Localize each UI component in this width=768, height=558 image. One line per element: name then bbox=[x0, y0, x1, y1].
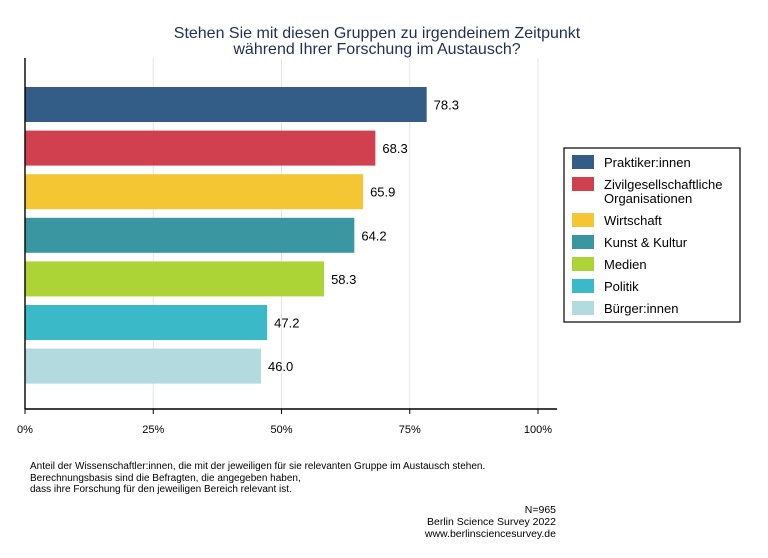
footnote-line: Anteil der Wissenschaftler:innen, die mi… bbox=[30, 461, 486, 472]
legend-label: Bürger:innen bbox=[604, 301, 678, 316]
legend-label: Medien bbox=[604, 257, 647, 272]
bars: 78.3 68.3 65.9 64.2 58.3 47.2 46.0 bbox=[25, 87, 459, 384]
footnote-line: Berechnungsbasis sind die Befragten, die… bbox=[30, 472, 301, 484]
bar-value-label: 47.2 bbox=[274, 316, 299, 331]
legend-swatch bbox=[572, 177, 594, 191]
bar-value-label: 58.3 bbox=[331, 272, 356, 287]
chart-title-line: Stehen Sie mit diesen Gruppen zu irgende… bbox=[174, 25, 581, 42]
legend-label: Wirtschaft bbox=[604, 213, 662, 228]
legend-swatch bbox=[572, 213, 594, 227]
legend-label: Zivilgesellschaftliche bbox=[604, 177, 723, 192]
x-tick-label: 0% bbox=[17, 424, 33, 436]
bar bbox=[25, 305, 268, 340]
legend-label: Politik bbox=[604, 279, 639, 294]
legend-swatch bbox=[572, 235, 594, 249]
bar-value-label: 46.0 bbox=[268, 359, 293, 374]
survey-url: www.berlinsciencesurvey.de bbox=[424, 528, 556, 540]
footnote: Anteil der Wissenschaftler:innen, die mi… bbox=[30, 461, 570, 496]
bar bbox=[25, 87, 427, 122]
chart-title-line: während Ihrer Forschung im Austausch? bbox=[232, 41, 520, 58]
x-axis-tick-labels: 0% 25% 50% 75% 100% bbox=[17, 409, 552, 436]
bar bbox=[25, 348, 261, 384]
bar bbox=[25, 174, 364, 210]
axes bbox=[24, 58, 557, 410]
legend-swatch bbox=[572, 279, 594, 293]
x-tick-label: 25% bbox=[142, 424, 164, 436]
bar bbox=[25, 261, 325, 297]
legend-swatch bbox=[572, 301, 594, 315]
legend-label: Kunst & Kultur bbox=[604, 235, 688, 250]
bar-value-label: 78.3 bbox=[434, 98, 459, 113]
survey-name: Berlin Science Survey 2022 bbox=[427, 516, 556, 528]
sample-size: N=965 bbox=[524, 504, 556, 516]
bar bbox=[25, 130, 376, 166]
legend: Praktiker:innen ZivilgesellschaftlicheOrg… bbox=[563, 147, 741, 323]
legend-label: Praktiker:innen bbox=[604, 155, 691, 170]
bar-value-label: 65.9 bbox=[370, 185, 395, 200]
bar bbox=[25, 217, 355, 253]
footnote-line: dass ihre Forschung für den jeweiligen B… bbox=[30, 484, 292, 495]
legend-swatch bbox=[572, 257, 594, 271]
x-tick-label: 100% bbox=[524, 424, 552, 436]
legend-label: Organisationen bbox=[604, 191, 692, 206]
x-tick-label: 75% bbox=[399, 424, 421, 436]
bar-value-label: 64.2 bbox=[361, 228, 386, 243]
chart-title: Stehen Sie mit diesen Gruppen zu irgende… bbox=[174, 25, 581, 58]
source-info: N=965 Berlin Science Survey 2022 www.ber… bbox=[425, 504, 556, 540]
legend-swatch bbox=[572, 155, 594, 169]
bar-value-label: 68.3 bbox=[382, 141, 407, 156]
x-tick-label: 50% bbox=[270, 424, 292, 436]
